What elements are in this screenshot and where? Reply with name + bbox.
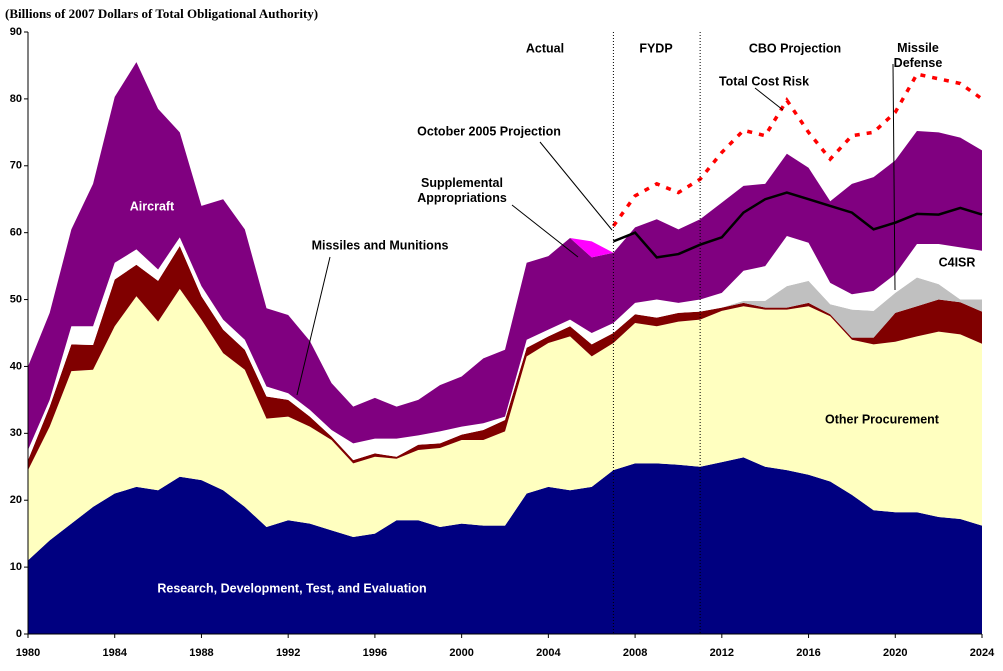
y-tick-label: 30	[10, 427, 22, 439]
series-label: Other Procurement	[825, 412, 939, 427]
region-label: Actual	[525, 41, 565, 56]
x-tick-label: 1992	[276, 647, 300, 659]
y-tick-label: 10	[10, 561, 22, 573]
x-tick-label: 2024	[970, 647, 995, 659]
x-tick-label: 2000	[449, 647, 473, 659]
area	[28, 236, 982, 461]
line-label: Total Cost Risk	[718, 74, 810, 89]
area	[28, 62, 982, 451]
x-tick-label: 1996	[363, 647, 387, 659]
y-tick-label: 80	[10, 93, 22, 105]
region-label: FYDP	[639, 41, 673, 56]
y-tick-label: 60	[10, 227, 22, 239]
series-label: C4ISR	[938, 255, 976, 270]
leader-line	[511, 204, 579, 258]
x-tick-label: 2012	[710, 647, 734, 659]
region-label: CBO Projection	[748, 41, 842, 56]
y-tick-label: 50	[10, 293, 22, 305]
y-tick-label: 90	[10, 26, 22, 38]
series-label: Research, Development, Test, and Evaluat…	[157, 581, 427, 596]
leader-line	[754, 87, 784, 111]
line	[611, 72, 984, 228]
y-tick-label: 0	[16, 628, 22, 640]
x-tick-label: 2020	[883, 647, 907, 659]
series-label: Missile Defense	[893, 41, 943, 70]
line	[612, 191, 983, 259]
y-tick-label: 40	[10, 360, 22, 372]
x-tick-label: 1984	[102, 647, 127, 659]
chart-title: (Billions of 2007 Dollars of Total Oblig…	[5, 6, 319, 21]
leader-line	[539, 141, 613, 231]
area	[28, 457, 982, 634]
y-tick-label: 20	[10, 494, 22, 506]
leader-line	[296, 256, 331, 396]
leader-line	[892, 63, 896, 291]
line-label: October 2005 Projection	[417, 124, 561, 139]
x-tick-label: 2008	[623, 647, 647, 659]
area	[28, 246, 982, 471]
x-tick-label: 1988	[189, 647, 213, 659]
x-tick-label: 2004	[536, 647, 561, 659]
x-tick-label: 1980	[16, 647, 40, 659]
series-label: Aircraft	[129, 199, 175, 214]
series-label: Missiles and Munitions	[311, 238, 449, 253]
x-tick-label: 2016	[796, 647, 820, 659]
series-label: Supplemental Appropriations	[417, 176, 507, 205]
area	[28, 288, 982, 561]
y-tick-label: 70	[10, 160, 22, 172]
